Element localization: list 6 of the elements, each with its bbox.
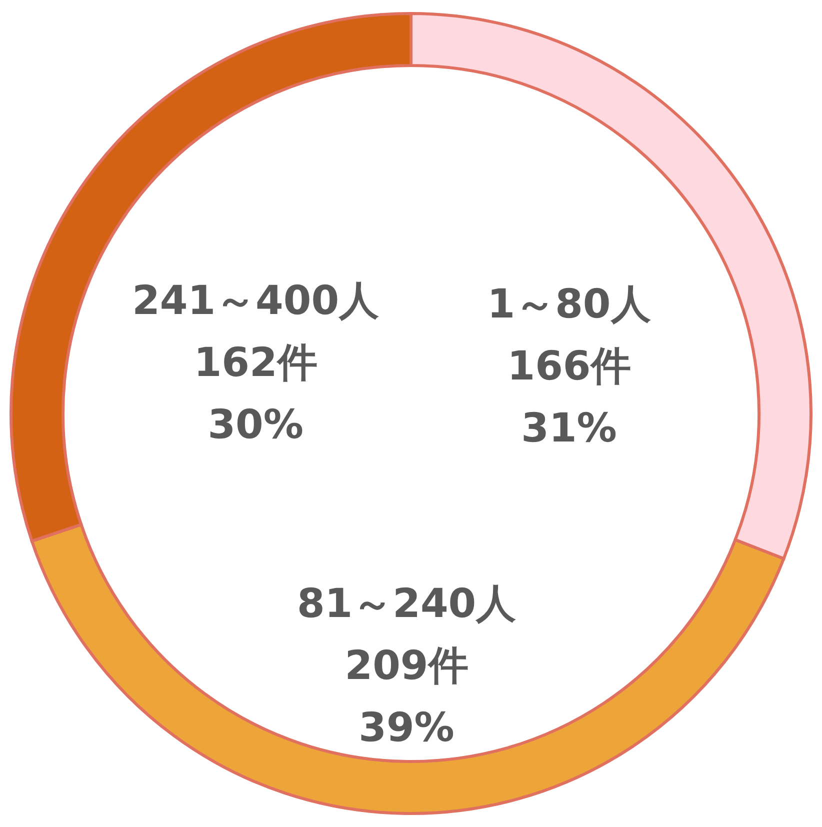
slice-label: 1～80人 (487, 281, 652, 328)
slice-label: 241～400人 (132, 278, 380, 324)
slice-label: 81～240人 (296, 580, 518, 627)
data-label: 166件 31% (507, 343, 631, 452)
data-label: 162件 30% (194, 340, 318, 448)
data-label: 209件 39% (344, 642, 468, 751)
